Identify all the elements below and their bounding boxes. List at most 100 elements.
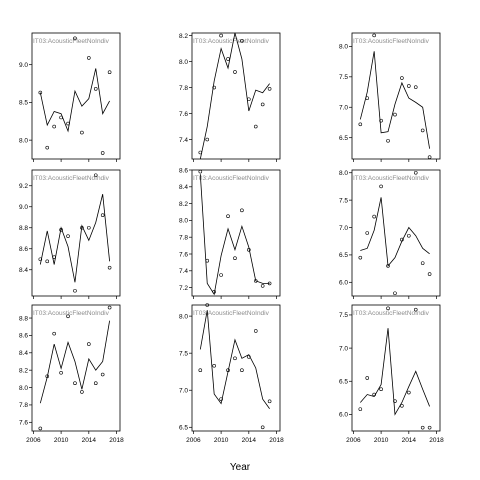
data-point (226, 368, 230, 373)
data-point (365, 96, 370, 100)
data-point (100, 151, 105, 155)
y-tick-label: 6.5 (339, 252, 348, 259)
data-point (198, 368, 203, 373)
data-point (379, 387, 383, 392)
data-point (386, 306, 390, 311)
data-point (420, 261, 425, 265)
data-point (400, 237, 404, 242)
series-line (39, 194, 111, 283)
data-point (93, 87, 98, 91)
y-tick-label: 8.0 (19, 385, 28, 392)
data-point (247, 248, 251, 252)
y-tick-label: 7.8 (179, 235, 188, 242)
x-tick-label: 2006 (26, 437, 41, 444)
data-point (226, 214, 230, 218)
data-point (73, 36, 77, 41)
y-tick-label: 8.0 (179, 59, 188, 66)
panel-2: IT03:AcousticFleetNoIndiv 7.4 7.6 7.8 8.0 8.2 (179, 32, 281, 162)
series-line (39, 68, 110, 133)
x-tick-label: 2006 (186, 437, 201, 444)
data-point (59, 115, 63, 120)
panel-3: IT03:AcousticFleetNoIndiv 6.5 7.0 7.5 8.0 (339, 32, 441, 162)
data-point (358, 255, 363, 260)
y-tick-label: 8.6 (179, 167, 188, 174)
y-tick-label: 8.4 (179, 184, 188, 191)
x-tick-label: 2006 (346, 437, 361, 444)
data-point (407, 233, 411, 238)
panel-strip-label: IT03:AcousticFleetNoIndiv (193, 38, 270, 45)
data-point (212, 289, 216, 294)
y-tick-label: 7.5 (339, 74, 348, 81)
data-point (247, 355, 251, 359)
data-point (93, 381, 98, 386)
data-point (219, 273, 223, 277)
panel-strip-label: IT03:AcousticFleetNoIndiv (193, 310, 270, 317)
y-tick-label: 7.0 (339, 345, 348, 352)
data-point (205, 258, 210, 263)
panel-frame (31, 32, 121, 160)
y-tick-label: 7.5 (339, 197, 348, 204)
data-point (427, 272, 432, 276)
data-point (87, 56, 91, 60)
data-point (66, 234, 70, 238)
panel-strip-label: IT03:AcousticFleetNoIndiv (33, 310, 110, 317)
data-point (386, 138, 390, 143)
data-point (52, 124, 56, 129)
panel-strip-label: IT03:AcousticFleetNoIndiv (353, 310, 430, 317)
panel-frame (351, 304, 441, 432)
data-point (66, 121, 70, 126)
y-tick-label: 8.6 (19, 333, 28, 340)
y-tick-label: 8.6 (19, 246, 28, 253)
data-point (358, 407, 363, 411)
series-line (360, 328, 430, 416)
data-point (372, 214, 376, 219)
data-point (372, 33, 376, 38)
y-tick-label: 7.0 (339, 225, 348, 232)
data-point (198, 150, 203, 155)
y-tick-label: 6.0 (339, 280, 348, 287)
data-point (365, 376, 370, 380)
data-point (253, 329, 258, 333)
panel-6: IT03:AcousticFleetNoIndiv 6.0 6.5 7.0 7.5 8.0 (339, 169, 441, 299)
data-point (38, 426, 43, 431)
y-tick-label: 7.0 (179, 388, 188, 395)
data-point (413, 85, 418, 89)
data-point (267, 87, 272, 91)
panel-frame (351, 169, 441, 297)
data-point (420, 128, 425, 133)
series-line (199, 310, 270, 409)
data-point (420, 425, 425, 430)
y-tick-label: 8.4 (19, 267, 28, 274)
data-point (413, 170, 418, 175)
data-point (240, 368, 244, 373)
data-point (205, 137, 210, 142)
x-tick-label: 2014 (402, 437, 417, 444)
panel-4: IT03:AcousticFleetNoIndiv 8.4 8.6 8.8 9.0 9.2 (19, 169, 121, 299)
y-tick-label: 7.4 (179, 268, 188, 275)
y-tick-label: 7.2 (179, 285, 188, 292)
data-point (427, 425, 432, 430)
data-point (80, 130, 84, 135)
data-point (107, 265, 112, 270)
y-tick-label: 9.2 (19, 183, 28, 190)
data-point (52, 331, 56, 336)
panel-frame (31, 304, 121, 432)
data-point (45, 259, 50, 264)
x-tick-label: 2010 (374, 437, 389, 444)
panel-frame (191, 304, 281, 432)
data-point (240, 208, 244, 213)
panel-7: IT03:AcousticFleetNoIndiv 7.6 7.8 8.0 8.2 8.4… (19, 304, 124, 444)
data-point (198, 169, 203, 174)
data-point (379, 118, 383, 123)
x-tick-label: 2018 (429, 437, 444, 444)
y-tick-label: 8.2 (19, 367, 28, 374)
x-axis-title: Year (230, 462, 251, 473)
data-point (100, 372, 105, 377)
y-tick-label: 7.6 (179, 111, 188, 118)
data-point (233, 356, 237, 361)
data-point (393, 112, 397, 117)
data-point (107, 305, 112, 310)
y-tick-label: 9.0 (19, 204, 28, 211)
panel-9: IT03:AcousticFleetNoIndiv 6.0 6.5 7.0 7.5 200… (339, 304, 444, 444)
